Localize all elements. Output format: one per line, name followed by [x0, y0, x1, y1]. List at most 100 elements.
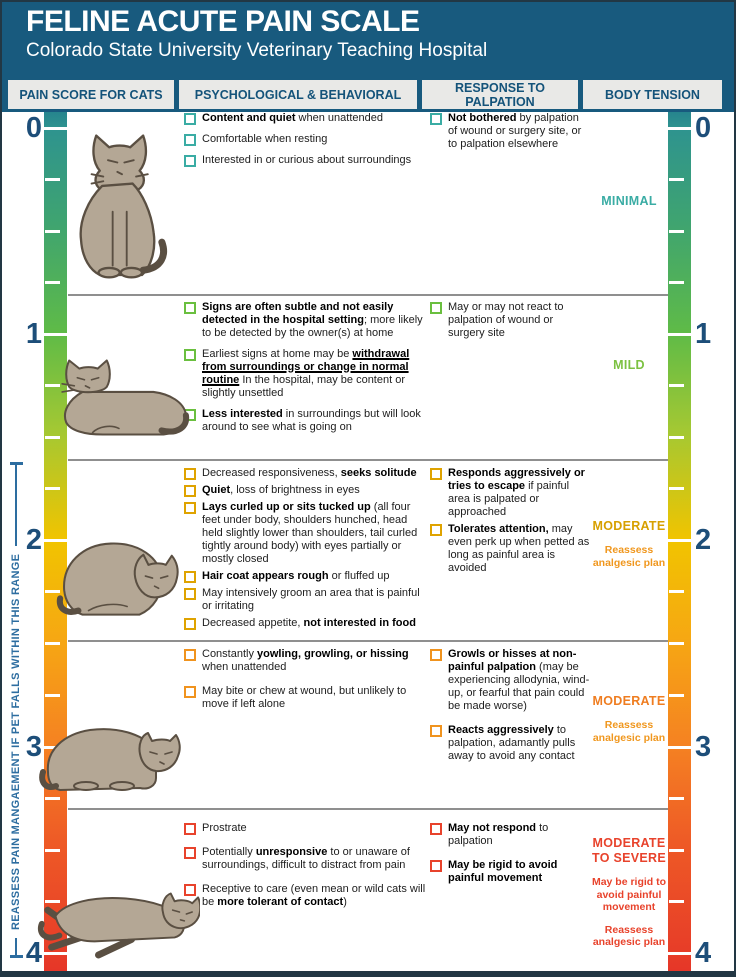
checkbox-icon [184, 618, 196, 630]
bullet-text: Hair coat appears rough or fluffed up [202, 570, 390, 582]
scale-tick-major [668, 332, 691, 336]
scale-number: 4 [25, 937, 42, 969]
bullet-text: Earliest signs at home may be withdrawal… [202, 348, 410, 399]
bullet-text: Signs are often subtle and not easily de… [202, 301, 423, 339]
cat-illustration-score-3 [39, 642, 184, 808]
scale-tick-major [44, 951, 67, 955]
scale-tick-major [44, 332, 67, 336]
bullet-text: Responds aggressively or tries to escape… [448, 467, 585, 518]
bullet-item: Prostrate [184, 822, 430, 835]
column-header-body-tension: BODY TENSION [583, 80, 722, 109]
scale-tick-minor [669, 487, 684, 490]
bullet-text: Interested in or curious about surroundi… [202, 154, 412, 166]
scale-tick-major [668, 745, 691, 749]
bullet-item: Content and quiet when unattended [184, 112, 430, 125]
bullet-item: Tolerates attention, may even perk up wh… [430, 523, 590, 575]
checkbox-icon [184, 502, 196, 514]
bullet-text: Content and quiet when unattended [202, 112, 383, 124]
scale-number: 2 [695, 524, 712, 556]
body-tension-cell: MILD [590, 296, 668, 459]
scale-number: 3 [25, 731, 42, 763]
bullet-item: Interested in or curious about surroundi… [184, 154, 430, 167]
scale-tick-major [668, 951, 691, 955]
body-tension-note: Reassess analgesic plan [592, 923, 666, 949]
cat-illustration-score-1 [61, 296, 190, 459]
body-tension-cell: MINIMAL [590, 112, 668, 294]
scale-tick-minor [45, 693, 60, 697]
scale-tick-minor [669, 642, 684, 645]
hunched-cat-icon [56, 542, 179, 616]
column-header-palpation: RESPONSE TO PALPATION [422, 80, 578, 109]
bullet-item: Potentially unresponsive to or unaware o… [184, 846, 430, 872]
checkbox-icon [430, 860, 442, 872]
scale-number: 1 [695, 318, 712, 350]
checkbox-icon [184, 349, 196, 361]
bullet-item: Responds aggressively or tries to escape… [430, 467, 590, 519]
scale-tick-minor [45, 487, 60, 490]
scale-number: 3 [695, 731, 712, 763]
checkbox-icon [184, 302, 196, 314]
scale-tick-minor [669, 900, 684, 903]
bullet-item: Comfortable when resting [184, 133, 430, 146]
poster-header: FELINE ACUTE PAIN SCALE Colorado State U… [2, 2, 734, 75]
bullet-text: Not bothered by palpation of wound or su… [448, 112, 582, 150]
bullet-item: May be rigid to avoid painful movement [430, 859, 590, 885]
checkbox-icon [184, 134, 196, 146]
scale-tick-minor [669, 693, 684, 697]
side-note: REASSESS PAIN MANGAEMENT IF PET FALLS WI… [10, 553, 22, 931]
pain-row-score-0: Content and quiet when unattended Comfort… [68, 112, 668, 294]
scale-numbers-right: 0 1 2 3 4 [695, 2, 729, 975]
behavioral-list: Content and quiet when unattended Comfort… [184, 112, 430, 294]
scale-tick-minor [45, 900, 60, 903]
scale-tick-minor [45, 590, 60, 594]
checkbox-icon [430, 725, 442, 737]
checkbox-icon [430, 524, 442, 536]
bullet-item: Receptive to care (even mean or wild cat… [184, 883, 430, 909]
cat-illustration-score-4 [37, 810, 200, 971]
bracket-bottom-line [15, 938, 17, 956]
scale-tick-minor [669, 797, 684, 800]
checkbox-icon [430, 113, 442, 125]
checkbox-icon [430, 823, 442, 835]
column-header-pain-score: PAIN SCORE FOR CATS [8, 80, 174, 109]
checkbox-icon [184, 884, 196, 896]
bullet-text: Less interested in surroundings but will… [202, 408, 421, 433]
bullet-text: Reacts aggressively to palpation, adaman… [448, 724, 576, 762]
bullet-item: Signs are often subtle and not easily de… [184, 301, 430, 340]
bullet-text: Comfortable when resting [202, 133, 328, 145]
body-tension-label: MINIMAL [601, 194, 657, 208]
body-tension-label: MODERATE [592, 519, 666, 533]
bullet-item: May not respond to palpation [430, 822, 590, 848]
scale-tick-minor [45, 435, 60, 439]
bracket-top-line [15, 462, 17, 546]
bullet-text: Prostrate [202, 822, 247, 834]
palpation-list: Responds aggressively or tries to escape… [430, 461, 590, 640]
scale-tick-minor [669, 229, 684, 233]
scale-tick-major [44, 126, 67, 130]
resting-cat-icon [61, 359, 190, 436]
bullet-text: Quiet, loss of brightness in eyes [202, 484, 360, 496]
bullet-item: Lays curled up or sits tucked up (all fo… [184, 501, 430, 566]
palpation-list: May not respond to palpation May be rigid… [430, 810, 590, 971]
scale-number: 0 [25, 112, 42, 144]
scale-tick-major [44, 538, 67, 542]
scale-number: 4 [695, 937, 712, 969]
body-tension-label: MODERATE [592, 694, 666, 708]
pain-row-score-1: Signs are often subtle and not easily de… [61, 294, 668, 459]
behavioral-list: Decreased responsiveness, seeks solitude… [184, 461, 430, 640]
body-tension-label: MILD [613, 358, 645, 372]
scale-tick-minor [669, 281, 684, 284]
page-subtitle: Colorado State University Veterinary Tea… [26, 40, 488, 61]
crouched-cat-icon [39, 728, 181, 791]
sitting-cat-icon [79, 134, 168, 279]
bullet-text: Constantly yowling, growling, or hissing… [202, 648, 409, 673]
checkbox-icon [184, 468, 196, 480]
pain-scale-bar-right [668, 112, 691, 971]
scale-tick-minor [45, 642, 60, 645]
pain-row-score-3: Constantly yowling, growling, or hissing… [39, 640, 668, 808]
bullet-text: Receptive to care (even mean or wild cat… [202, 883, 426, 908]
scale-tick-major [668, 538, 691, 542]
scale-tick-minor [669, 590, 684, 594]
scale-tick-major [668, 126, 691, 130]
